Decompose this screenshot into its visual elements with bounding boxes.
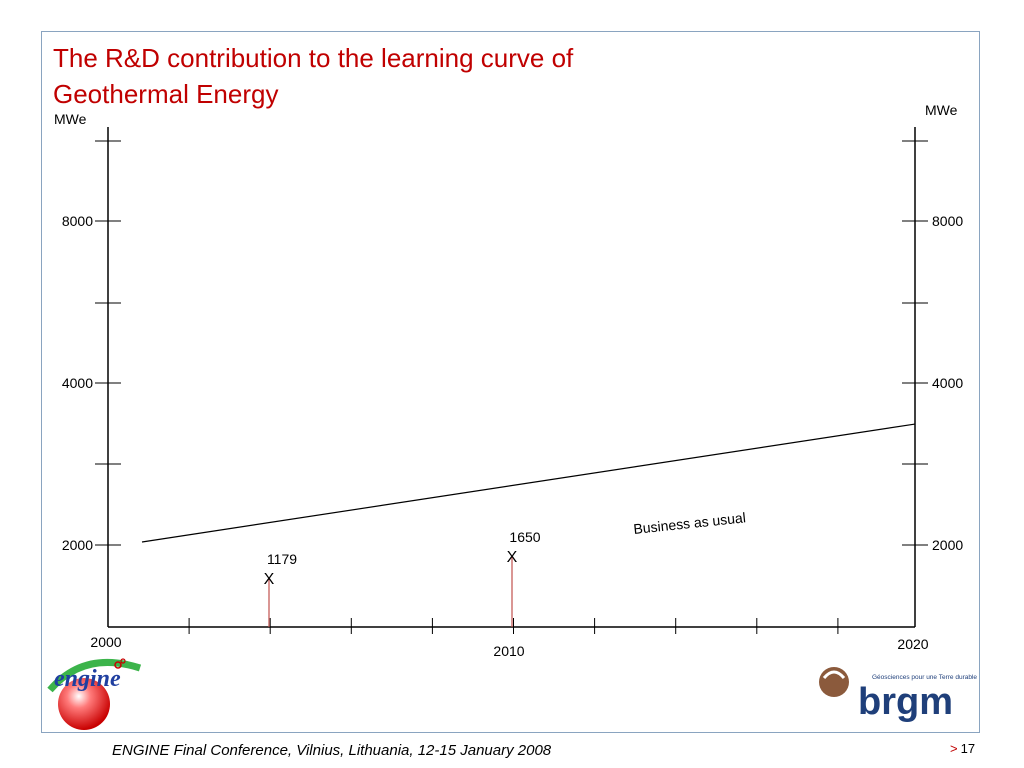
series-label-business-as-usual: Business as usual: [633, 509, 747, 537]
y-axis-label-right: MWe: [925, 102, 958, 118]
marker-label: 1650: [509, 529, 540, 545]
y-tick-label-right: 8000: [932, 213, 963, 229]
page-number: >17: [950, 741, 975, 756]
slide-title: The R&D contribution to the learning cur…: [53, 40, 753, 112]
slide-frame: [41, 31, 980, 733]
title-line-1: The R&D contribution to the learning cur…: [53, 43, 574, 73]
x-tick-label: 2020: [897, 636, 928, 652]
y-tick-label-left: 8000: [62, 213, 93, 229]
brgm-logo: Géosciences pour une Terre durable brgm: [819, 667, 977, 723]
y-tick-label-left: 2000: [62, 537, 93, 553]
marker-symbol: X: [264, 571, 275, 588]
y-tick-label-right: 4000: [932, 375, 963, 391]
y-axis-label-left: MWe: [54, 111, 87, 127]
x-tick-label: 2010: [493, 643, 524, 659]
marker-label: 1179: [267, 551, 297, 567]
footer-text: ENGINE Final Conference, Vilnius, Lithua…: [112, 742, 552, 759]
engine-logo: engine: [47, 658, 142, 730]
page-arrow: >: [950, 741, 958, 756]
x-tick-label: 2000: [90, 634, 121, 650]
page-number-value: 17: [960, 741, 976, 756]
brgm-logo-text: brgm: [858, 681, 953, 723]
y-tick-label-right: 2000: [932, 537, 963, 553]
y-tick-label-left: 4000: [62, 375, 93, 391]
title-line-2: Geothermal Energy: [53, 79, 279, 109]
brgm-tagline: Géosciences pour une Terre durable: [872, 674, 977, 681]
marker-symbol: X: [507, 549, 518, 566]
engine-logo-text: engine: [54, 666, 121, 692]
series-line-business-as-usual: [141, 423, 916, 543]
